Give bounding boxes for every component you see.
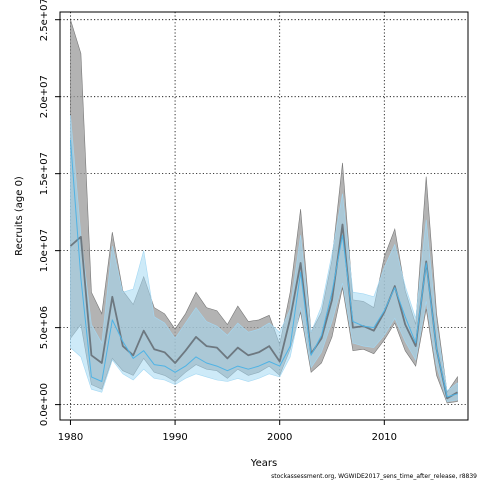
- x-tick-label: 1990: [162, 432, 187, 443]
- confidence-bands: [70, 19, 458, 404]
- estimate-line-2: [70, 139, 458, 398]
- x-tick-label: 2010: [372, 432, 397, 443]
- x-tick-label: 2000: [267, 432, 292, 443]
- y-tick-label: 5.0e+06: [39, 306, 50, 349]
- y-tick-label: 2.5e+07: [39, 0, 50, 41]
- y-tick-label: 1.5e+07: [39, 152, 50, 195]
- estimate-lines: [69, 139, 458, 400]
- y-axis-title: Recruits (age 0): [14, 176, 25, 256]
- x-tick-label: 1980: [58, 432, 83, 443]
- y-tick-label: 2.0e+07: [39, 75, 50, 118]
- y-axis: 0.0e+00 5.0e+06 1.0e+07 1.5e+07 2.0e+07 2.5e+…: [39, 0, 60, 426]
- x-axis: 1980 1990 2000 2010: [58, 420, 397, 443]
- x-axis-title: Years: [250, 458, 277, 469]
- source-credit: stockassessment.org, WGWIDE2017_sens_tim…: [271, 473, 477, 480]
- confidence-band-2: [70, 115, 458, 402]
- y-tick-label: 1.0e+07: [39, 229, 50, 272]
- plot-frame: [59, 11, 469, 421]
- y-tick-label: 0.0e+00: [39, 383, 50, 426]
